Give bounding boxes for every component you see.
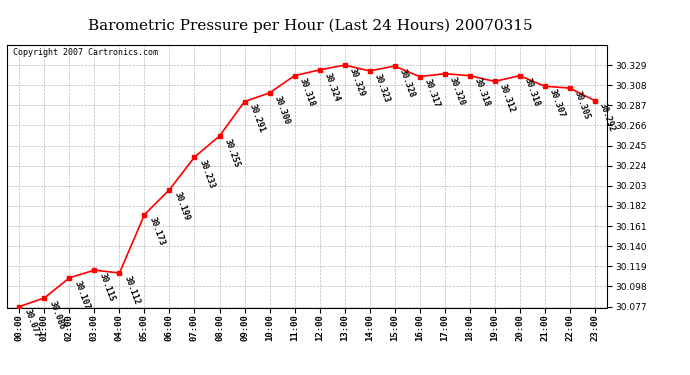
Text: 30.328: 30.328: [397, 68, 416, 99]
Text: 30.312: 30.312: [497, 83, 516, 114]
Text: 30.291: 30.291: [247, 103, 266, 134]
Text: 30.324: 30.324: [322, 71, 341, 103]
Text: 30.077: 30.077: [22, 308, 41, 339]
Text: 30.318: 30.318: [297, 77, 316, 108]
Text: Barometric Pressure per Hour (Last 24 Hours) 20070315: Barometric Pressure per Hour (Last 24 Ho…: [88, 19, 533, 33]
Text: 30.329: 30.329: [347, 66, 366, 98]
Text: 30.318: 30.318: [522, 77, 541, 108]
Text: 30.086: 30.086: [47, 299, 66, 331]
Text: 30.173: 30.173: [147, 216, 166, 247]
Text: 30.199: 30.199: [172, 191, 191, 222]
Text: 30.305: 30.305: [573, 90, 591, 121]
Text: 30.323: 30.323: [373, 72, 391, 104]
Text: Copyright 2007 Cartronics.com: Copyright 2007 Cartronics.com: [13, 48, 158, 57]
Text: 30.115: 30.115: [97, 272, 116, 303]
Text: 30.112: 30.112: [122, 274, 141, 306]
Text: 30.318: 30.318: [473, 77, 491, 108]
Text: 30.233: 30.233: [197, 159, 216, 190]
Text: 30.300: 30.300: [273, 94, 291, 126]
Text: 30.317: 30.317: [422, 78, 441, 109]
Text: 30.320: 30.320: [447, 75, 466, 106]
Text: 30.255: 30.255: [222, 137, 241, 169]
Text: 30.307: 30.307: [547, 88, 566, 119]
Text: 30.292: 30.292: [598, 102, 616, 133]
Text: 30.107: 30.107: [72, 279, 91, 310]
